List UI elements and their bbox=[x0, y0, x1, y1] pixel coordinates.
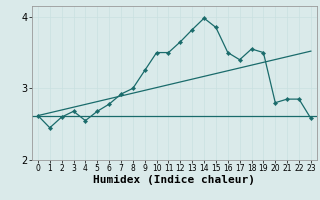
X-axis label: Humidex (Indice chaleur): Humidex (Indice chaleur) bbox=[93, 175, 255, 185]
